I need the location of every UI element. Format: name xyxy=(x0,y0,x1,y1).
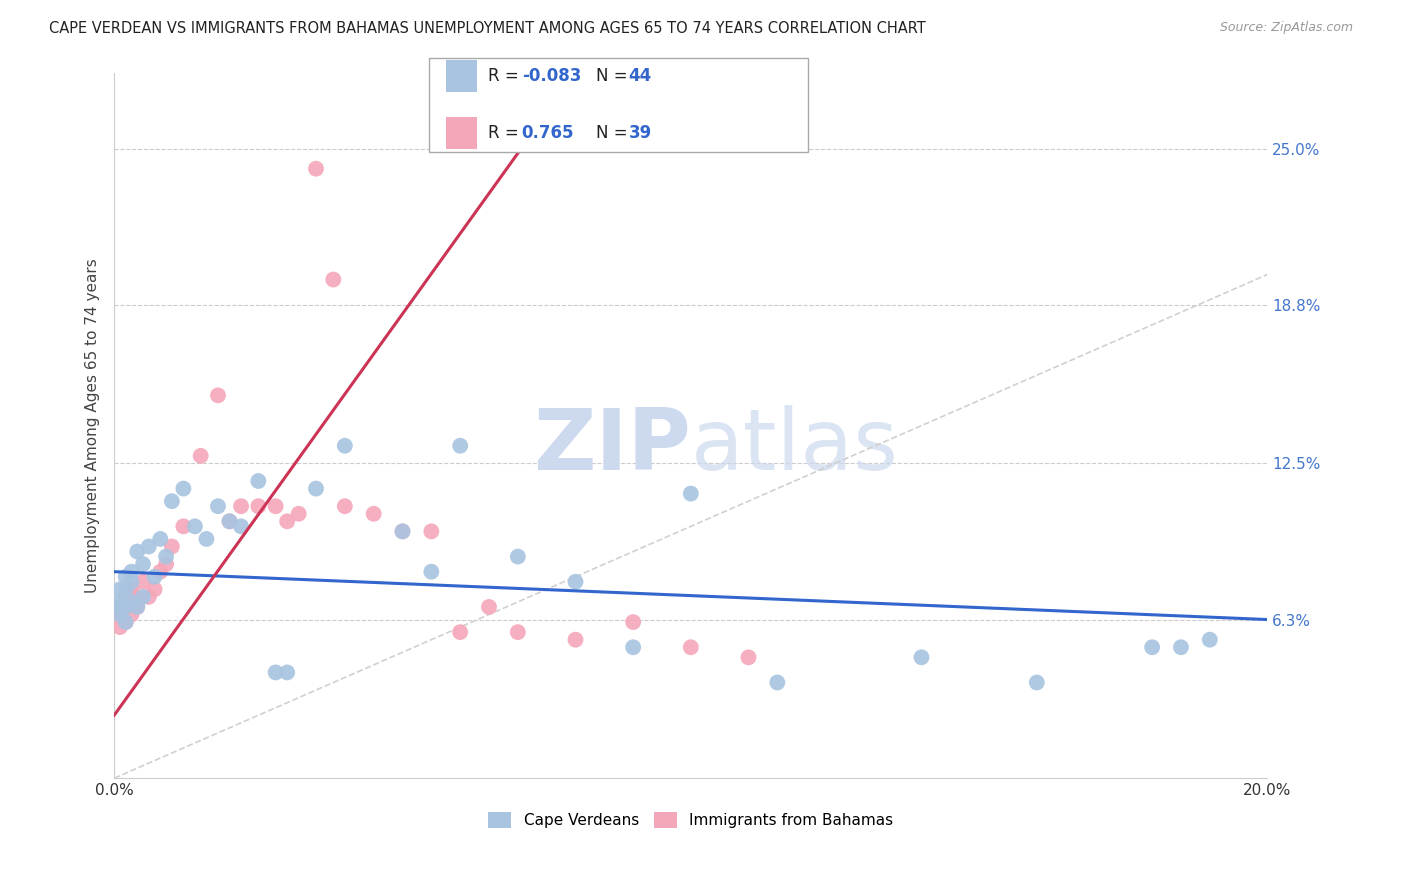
Point xyxy=(478,599,501,614)
Text: R =: R = xyxy=(488,67,524,85)
Point xyxy=(207,388,229,402)
Point xyxy=(114,615,136,629)
Text: Source: ZipAtlas.com: Source: ZipAtlas.com xyxy=(1219,21,1353,34)
Point xyxy=(132,574,155,589)
Point xyxy=(363,507,385,521)
Text: atlas: atlas xyxy=(690,405,898,488)
Point xyxy=(391,524,413,539)
Point xyxy=(114,590,136,604)
Point xyxy=(108,607,131,622)
Point xyxy=(420,565,443,579)
Point xyxy=(218,514,240,528)
Point xyxy=(449,439,471,453)
Point xyxy=(229,519,252,533)
Point xyxy=(132,557,155,571)
Point xyxy=(127,544,149,558)
Point xyxy=(108,599,131,614)
Text: N =: N = xyxy=(596,124,633,142)
Point xyxy=(207,499,229,513)
Point xyxy=(420,524,443,539)
Point xyxy=(108,599,131,614)
Point xyxy=(333,499,356,513)
Point xyxy=(114,582,136,597)
Point xyxy=(1198,632,1220,647)
Text: N =: N = xyxy=(596,67,633,85)
Y-axis label: Unemployment Among Ages 65 to 74 years: Unemployment Among Ages 65 to 74 years xyxy=(86,258,100,593)
Point xyxy=(121,595,143,609)
Point xyxy=(766,675,789,690)
Text: R =: R = xyxy=(488,124,524,142)
Point xyxy=(264,665,287,680)
Point xyxy=(910,650,932,665)
Point xyxy=(621,640,644,655)
Point xyxy=(276,665,298,680)
Point xyxy=(564,574,586,589)
Point xyxy=(172,482,194,496)
Point xyxy=(679,486,702,500)
Point xyxy=(114,599,136,614)
Point xyxy=(108,607,131,622)
Point xyxy=(195,532,218,546)
Point xyxy=(287,507,309,521)
Point xyxy=(229,499,252,513)
Point xyxy=(121,595,143,609)
Point xyxy=(114,615,136,629)
Point xyxy=(190,449,212,463)
Point xyxy=(160,540,183,554)
Point xyxy=(114,570,136,584)
Point xyxy=(138,590,160,604)
Point xyxy=(564,632,586,647)
Point xyxy=(506,549,529,564)
Point xyxy=(108,582,131,597)
Point xyxy=(127,590,149,604)
Point xyxy=(276,514,298,528)
Point xyxy=(333,439,356,453)
Point xyxy=(108,620,131,634)
Point xyxy=(1025,675,1047,690)
Point xyxy=(127,599,149,614)
Text: 44: 44 xyxy=(628,67,652,85)
Point xyxy=(155,557,177,571)
Point xyxy=(449,625,471,640)
Point xyxy=(121,582,143,597)
Point xyxy=(108,595,131,609)
Text: 39: 39 xyxy=(628,124,652,142)
Point xyxy=(143,570,166,584)
Point xyxy=(305,161,328,176)
Point xyxy=(121,574,143,589)
Point xyxy=(621,615,644,629)
Point xyxy=(679,640,702,655)
Point xyxy=(172,519,194,533)
Point xyxy=(138,540,160,554)
Text: CAPE VERDEAN VS IMMIGRANTS FROM BAHAMAS UNEMPLOYMENT AMONG AGES 65 TO 74 YEARS C: CAPE VERDEAN VS IMMIGRANTS FROM BAHAMAS … xyxy=(49,21,927,36)
Text: 0.765: 0.765 xyxy=(522,124,574,142)
Point xyxy=(143,582,166,597)
Point xyxy=(1140,640,1163,655)
Point xyxy=(121,565,143,579)
Legend: Cape Verdeans, Immigrants from Bahamas: Cape Verdeans, Immigrants from Bahamas xyxy=(482,805,900,834)
Point xyxy=(305,482,328,496)
Point xyxy=(1170,640,1192,655)
Point xyxy=(160,494,183,508)
Point xyxy=(149,532,172,546)
Point xyxy=(506,625,529,640)
Point xyxy=(391,524,413,539)
Point xyxy=(121,607,143,622)
Point xyxy=(149,565,172,579)
Point xyxy=(737,650,759,665)
Point xyxy=(155,549,177,564)
Point xyxy=(247,499,270,513)
Point xyxy=(127,599,149,614)
Text: -0.083: -0.083 xyxy=(522,67,581,85)
Point xyxy=(264,499,287,513)
Point xyxy=(132,590,155,604)
Text: ZIP: ZIP xyxy=(533,405,690,488)
Point xyxy=(218,514,240,528)
Point xyxy=(114,599,136,614)
Point xyxy=(322,272,344,286)
Point xyxy=(247,474,270,488)
Point xyxy=(184,519,207,533)
